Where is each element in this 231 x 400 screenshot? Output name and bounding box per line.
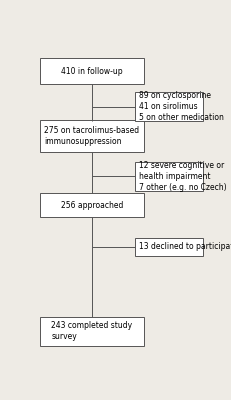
FancyBboxPatch shape bbox=[134, 162, 203, 191]
Text: 243 completed study
survey: 243 completed study survey bbox=[51, 321, 132, 342]
Text: 410 in follow-up: 410 in follow-up bbox=[61, 66, 122, 76]
Text: 256 approached: 256 approached bbox=[61, 200, 123, 210]
FancyBboxPatch shape bbox=[40, 58, 143, 84]
Text: 89 on cyclosporine
41 on sirolimus
5 on other medication: 89 on cyclosporine 41 on sirolimus 5 on … bbox=[138, 91, 223, 122]
Text: 13 declined to participate: 13 declined to participate bbox=[138, 242, 231, 251]
Text: 12 severe cognitive or
health impairment
7 other (e.g. no Czech): 12 severe cognitive or health impairment… bbox=[138, 161, 225, 192]
FancyBboxPatch shape bbox=[40, 193, 143, 218]
FancyBboxPatch shape bbox=[134, 92, 203, 121]
FancyBboxPatch shape bbox=[40, 120, 143, 152]
Text: 275 on tacrolimus-based
immunosuppression: 275 on tacrolimus-based immunosuppressio… bbox=[44, 126, 139, 146]
FancyBboxPatch shape bbox=[40, 317, 143, 346]
FancyBboxPatch shape bbox=[134, 238, 203, 256]
